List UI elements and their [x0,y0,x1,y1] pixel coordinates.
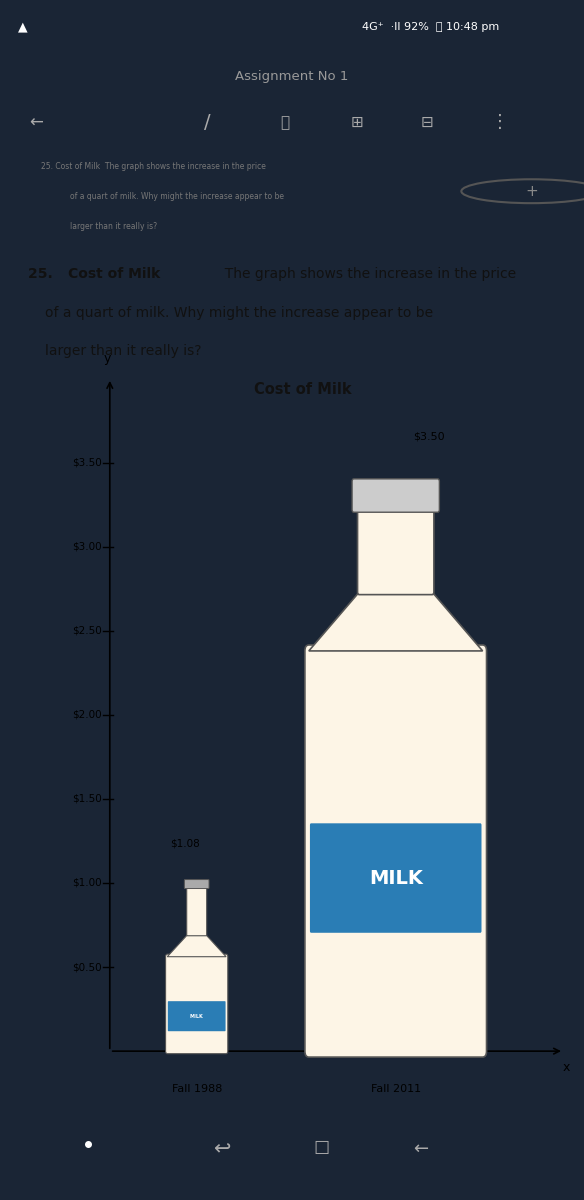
FancyBboxPatch shape [305,644,486,1057]
Text: x: x [563,1061,571,1074]
FancyBboxPatch shape [357,508,434,595]
FancyBboxPatch shape [352,479,439,512]
Text: $3.00: $3.00 [72,541,102,552]
Text: $1.08: $1.08 [171,839,200,848]
Text: ☐: ☐ [313,1140,329,1158]
Text: ⋮: ⋮ [491,114,509,132]
Text: $1.00: $1.00 [72,878,102,888]
Text: +: + [525,184,538,199]
Text: 25. Cost of Milk  The graph shows the increase in the price: 25. Cost of Milk The graph shows the inc… [41,162,266,170]
Text: ←: ← [413,1140,428,1158]
Text: Fall 2011: Fall 2011 [371,1084,421,1093]
FancyBboxPatch shape [168,1001,225,1031]
Text: /: / [204,113,211,132]
FancyBboxPatch shape [310,823,481,932]
Text: ↩: ↩ [213,1139,231,1159]
FancyBboxPatch shape [166,954,228,1054]
Text: ▲: ▲ [18,20,27,34]
Text: 25.: 25. [29,268,58,281]
Text: Cost of Milk: Cost of Milk [68,268,160,281]
Text: MILK: MILK [190,1014,204,1019]
Text: ⊞: ⊞ [350,115,363,130]
Polygon shape [167,935,226,956]
Text: Cost of Milk: Cost of Milk [255,383,352,397]
FancyBboxPatch shape [185,880,209,888]
Text: Fall 1988: Fall 1988 [172,1084,222,1093]
Text: $3.50: $3.50 [72,457,102,468]
Text: ⊟: ⊟ [420,115,433,130]
Polygon shape [309,592,482,650]
Text: $2.00: $2.00 [72,710,102,720]
Text: $2.50: $2.50 [72,625,102,636]
Text: $3.50: $3.50 [413,431,445,442]
Text: 🔍: 🔍 [280,115,290,130]
Text: MILK: MILK [369,869,423,888]
Text: larger than it really is?: larger than it really is? [70,222,157,230]
Text: larger than it really is?: larger than it really is? [46,344,202,358]
Text: of a quart of milk. Why might the increase appear to be: of a quart of milk. Why might the increa… [70,192,284,200]
FancyBboxPatch shape [187,887,207,936]
Text: $1.50: $1.50 [72,794,102,804]
Text: y: y [103,353,111,365]
Text: The graph shows the increase in the price: The graph shows the increase in the pric… [216,268,516,281]
Text: 4G⁺  ·ll 92%  🔋 10:48 pm: 4G⁺ ·ll 92% 🔋 10:48 pm [362,22,499,32]
Text: ←: ← [29,114,43,132]
Text: Assignment No 1: Assignment No 1 [235,70,349,83]
Text: of a quart of milk. Why might the increase appear to be: of a quart of milk. Why might the increa… [46,306,433,319]
Text: $0.50: $0.50 [72,962,102,972]
